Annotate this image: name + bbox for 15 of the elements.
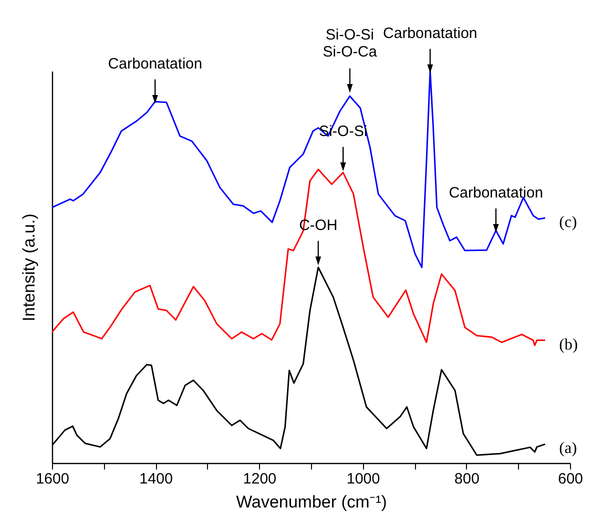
series-label: (c)	[559, 214, 577, 231]
annotation: Carbonatation	[383, 25, 478, 42]
x-tick-label: 1000	[346, 470, 380, 488]
x-tick-label: 600	[558, 470, 584, 488]
x-tick-label: 1200	[243, 470, 276, 488]
x-axis-title: Wavenumber (cm⁻¹)	[236, 492, 387, 512]
x-tick-label: 1400	[139, 470, 173, 488]
annotation: Carbonatation	[108, 56, 202, 73]
annotation: Si-O-Si Si-O-Ca	[322, 26, 378, 61]
series-label: (a)	[559, 440, 577, 458]
x-tick-label: 800	[454, 470, 480, 488]
series-label: (b)	[559, 336, 578, 354]
y-axis-title: Intensity (a.u.)	[20, 214, 38, 322]
x-tick-label: 1600	[36, 470, 70, 488]
annotation: Carbonatation	[448, 184, 544, 202]
